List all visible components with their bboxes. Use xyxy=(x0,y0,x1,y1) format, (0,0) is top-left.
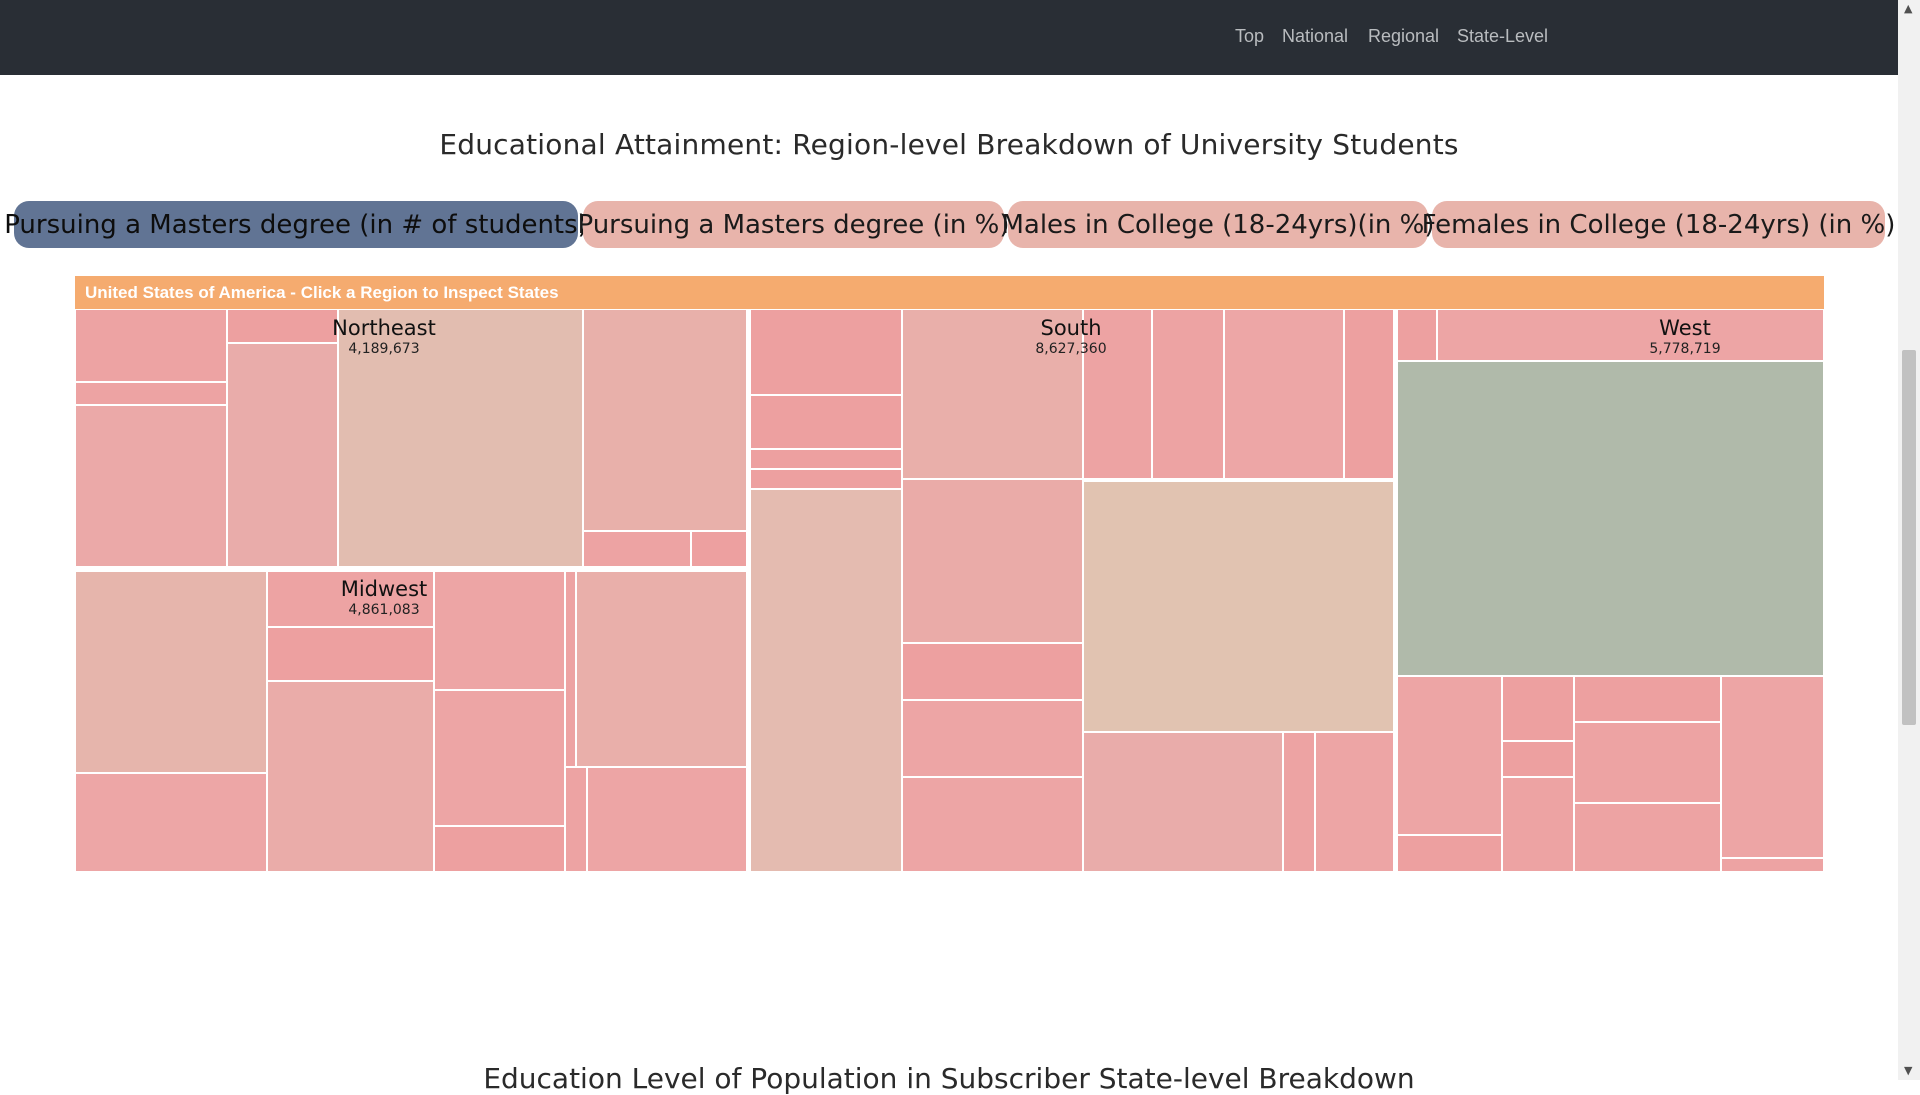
treemap-cell-we[interactable] xyxy=(1574,676,1721,722)
treemap-cell-mw[interactable] xyxy=(267,627,434,681)
treemap-cell-ne[interactable] xyxy=(227,343,338,567)
treemap-cell-so[interactable] xyxy=(1083,732,1283,872)
treemap-header[interactable]: United States of America - Click a Regio… xyxy=(75,276,1824,309)
treemap-cell-mw[interactable] xyxy=(565,767,587,872)
treemap-cell-ne[interactable] xyxy=(75,382,227,405)
treemap-cell-we[interactable] xyxy=(1721,858,1824,872)
nav-link-top[interactable]: Top xyxy=(1235,26,1265,46)
nav-link-state-level[interactable]: State-Level xyxy=(1457,26,1549,46)
treemap-cell-we[interactable] xyxy=(1574,803,1721,872)
treemap-cell-mw[interactable] xyxy=(267,681,434,872)
treemap-cell-mw[interactable] xyxy=(75,571,267,773)
scrollbar[interactable]: ▲ ▼ xyxy=(1898,0,1920,1080)
treemap-cell-so[interactable] xyxy=(750,309,902,395)
metric-button-females-college[interactable]: Females in College (18-24yrs) (in %) xyxy=(1422,201,1895,248)
treemap-cell-so[interactable] xyxy=(902,700,1083,777)
treemap-cell-so[interactable] xyxy=(1152,309,1224,479)
treemap-cell-so[interactable] xyxy=(750,449,902,469)
treemap-cell-ne[interactable] xyxy=(691,531,747,567)
treemap-cell-mw[interactable] xyxy=(434,826,565,872)
treemap-cell-ne[interactable] xyxy=(583,531,691,567)
treemap-cell-so[interactable] xyxy=(750,395,902,449)
treemap-cell-so[interactable] xyxy=(1315,732,1394,872)
treemap-cell-ne[interactable] xyxy=(227,309,338,343)
metric-button-masters-percent[interactable]: Pursuing a Masters degree (in %) xyxy=(577,201,1010,248)
region-divider xyxy=(75,567,747,571)
treemap-cell-we[interactable] xyxy=(1721,676,1824,858)
metric-button-males-college[interactable]: Males in College (18-24yrs)(in %) xyxy=(1001,201,1435,248)
scroll-down-icon[interactable]: ▼ xyxy=(1904,1064,1913,1077)
treemap-cell-we[interactable] xyxy=(1437,309,1824,361)
scroll-up-icon[interactable]: ▲ xyxy=(1904,2,1913,15)
treemap-cell-mw[interactable] xyxy=(434,571,565,690)
treemap-cell-so[interactable] xyxy=(750,489,902,872)
section-2-title: Education Level of Population in Subscri… xyxy=(483,1062,1415,1095)
treemap-cell-we[interactable] xyxy=(1502,777,1574,872)
treemap-cell-we[interactable] xyxy=(1502,741,1574,777)
region-divider xyxy=(1394,309,1397,872)
treemap-cell-ne[interactable] xyxy=(338,309,583,567)
region-divider xyxy=(747,309,750,872)
treemap-cell-ne[interactable] xyxy=(583,309,747,531)
metric-button-masters-count[interactable]: Pursuing a Masters degree (in # of stude… xyxy=(4,201,588,248)
treemap-cell-mw[interactable] xyxy=(75,773,267,872)
treemap-cell-ne[interactable] xyxy=(75,405,227,567)
treemap-cell-so[interactable] xyxy=(902,643,1083,700)
treemap-cell-mw[interactable] xyxy=(587,767,747,872)
treemap-cell-mw[interactable] xyxy=(434,690,565,826)
treemap-cell-we[interactable] xyxy=(1397,835,1502,872)
treemap[interactable]: Northeast 4,189,673 Midwest 4,861,083 So… xyxy=(75,309,1824,872)
treemap-cell-so[interactable] xyxy=(1344,309,1394,479)
page-title: Educational Attainment: Region-level Bre… xyxy=(439,128,1459,161)
treemap-cell-so[interactable] xyxy=(1083,481,1394,732)
treemap-cell-we[interactable] xyxy=(1574,722,1721,803)
treemap-cell-ne[interactable] xyxy=(75,309,227,382)
treemap-cell-so[interactable] xyxy=(1224,309,1344,479)
treemap-cell-we[interactable] xyxy=(1397,361,1824,676)
treemap-cell-we[interactable] xyxy=(1502,676,1574,741)
nav-link-national[interactable]: National xyxy=(1282,26,1349,46)
treemap-cell-we[interactable] xyxy=(1397,676,1502,835)
treemap-cell-so[interactable] xyxy=(902,777,1083,872)
treemap-cell-we[interactable] xyxy=(1397,309,1437,361)
nav-link-regional[interactable]: Regional xyxy=(1368,26,1440,46)
treemap-cell-so[interactable] xyxy=(902,309,1083,479)
treemap-cell-mw[interactable] xyxy=(565,571,576,767)
treemap-cell-so[interactable] xyxy=(750,469,902,489)
treemap-cell-so[interactable] xyxy=(1283,732,1315,872)
treemap-cell-so[interactable] xyxy=(902,479,1083,643)
treemap-cell-mw[interactable] xyxy=(576,571,747,767)
treemap-cell-so[interactable] xyxy=(1083,309,1152,479)
scroll-thumb[interactable] xyxy=(1902,350,1916,725)
navbar: Top National Regional State-Level xyxy=(0,0,1898,75)
treemap-cell-mw[interactable] xyxy=(267,571,434,627)
